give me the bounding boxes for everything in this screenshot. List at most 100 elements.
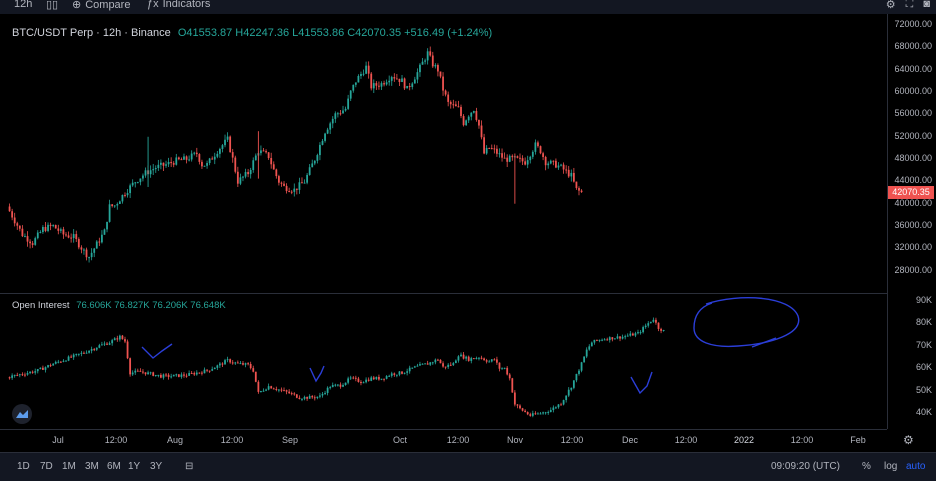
price-candle (254, 155, 257, 161)
oi-candle (154, 374, 157, 376)
annotation-check-3[interactable] (630, 371, 653, 395)
price-candle (508, 155, 511, 162)
oi-candle (59, 361, 62, 363)
oi-candle (567, 389, 570, 396)
range-7d[interactable]: 7D (40, 461, 53, 472)
oi-candle (557, 404, 560, 408)
oi-candle (639, 332, 642, 334)
log-toggle[interactable]: log (884, 461, 898, 472)
oi-candle (39, 367, 42, 370)
price-candle (229, 136, 232, 153)
range-6m[interactable]: 6M (107, 461, 121, 472)
price-candle (67, 235, 70, 238)
range-1m[interactable]: 1M (62, 461, 76, 472)
price-candle (352, 84, 355, 91)
compare-button[interactable]: ⊕ Compare (72, 0, 131, 11)
oi-candle (390, 373, 393, 376)
oi-candle (555, 407, 557, 409)
price-candle (111, 204, 114, 206)
oi-candle (470, 358, 473, 361)
oi-candle (649, 321, 652, 324)
oi-candle (370, 377, 373, 381)
fullscreen-icon[interactable]: ⛶ (905, 0, 914, 10)
price-candle (62, 229, 65, 235)
price-candle (472, 111, 475, 113)
oi-candle (218, 363, 221, 366)
price-candle (542, 153, 544, 157)
range-1y[interactable]: 1Y (128, 461, 141, 472)
price-candle (539, 146, 542, 154)
annotation-ellipse[interactable] (693, 296, 800, 348)
price-candle (129, 185, 132, 194)
oi-title[interactable]: Open Interest (12, 300, 70, 311)
oi-candle (475, 357, 478, 359)
price-axis[interactable]: 72000.00 68000.00 64000.00 60000.00 56000.00… (888, 14, 936, 429)
range-1d[interactable]: 1D (17, 461, 30, 472)
price-candle (560, 164, 562, 166)
symbol-title[interactable]: BTC/USDT Perp · 12h · Binance (12, 27, 171, 39)
tradingview-logo[interactable] (12, 404, 32, 424)
oi-candle (608, 337, 611, 341)
price-candle (336, 113, 339, 115)
price-candle (93, 248, 96, 253)
annotation-check-1[interactable] (141, 343, 173, 359)
oi-candle (549, 410, 552, 413)
price-candle (575, 181, 578, 189)
price-candle (380, 83, 383, 87)
oi-candle (306, 396, 309, 399)
price-candle (165, 164, 167, 166)
time-tick-label: Nov (506, 435, 524, 445)
camera-icon[interactable]: ◙ (923, 0, 930, 10)
price-candle (406, 85, 409, 89)
oi-candle (578, 370, 580, 374)
oi-candle (203, 369, 206, 374)
oi-candle (449, 364, 452, 366)
oi-candle (11, 375, 14, 378)
pane-divider[interactable] (0, 293, 887, 294)
price-candle (580, 190, 583, 193)
price-candle (293, 188, 296, 192)
interval-button[interactable]: 12h (14, 0, 33, 10)
auto-toggle[interactable]: auto (906, 461, 926, 472)
indicators-button[interactable]: ƒx Indicators (147, 0, 211, 10)
oi-candle (326, 387, 329, 393)
price-candle (201, 161, 203, 167)
oi-candle (375, 376, 378, 380)
top-toolbar: 12h ▯▯ ⊕ Compare ƒx Indicators ⚙ ⛶ ◙ (0, 0, 936, 14)
range-3m[interactable]: 3M (85, 461, 99, 472)
annotation-check-2[interactable] (309, 365, 325, 383)
price-candle (80, 247, 83, 250)
price-candle (537, 142, 539, 147)
price-candle (18, 225, 21, 229)
price-candle (475, 111, 478, 120)
oi-candle (183, 374, 185, 376)
range-3y[interactable]: 3Y (150, 461, 163, 472)
oi-candle (249, 363, 252, 369)
oi-candle (80, 352, 83, 354)
price-candle (42, 227, 44, 233)
price-candle (529, 156, 532, 161)
price-candle (426, 51, 429, 61)
price-tick-label: 44000.00 (894, 175, 932, 186)
candles-icon[interactable]: ▯▯ (46, 0, 59, 11)
oi-candle (234, 362, 237, 364)
settings-icon[interactable]: ⚙ (885, 0, 896, 11)
oi-candle (490, 359, 493, 362)
price-candle (295, 188, 298, 190)
oi-candle (552, 407, 555, 411)
price-candle (160, 162, 162, 165)
oi-candle (172, 374, 175, 377)
axis-settings-icon[interactable]: ⚙ (903, 433, 914, 447)
price-candle (177, 157, 180, 160)
price-tick-label: 36000.00 (894, 220, 932, 231)
price-candle (70, 237, 73, 239)
oi-candle (657, 322, 660, 329)
clock-time[interactable]: 09:09:20 (UTC) (771, 461, 840, 472)
price-candle (298, 182, 301, 190)
price-candle (506, 157, 509, 162)
annotation-tail[interactable] (751, 337, 777, 348)
date-range-icon[interactable]: ⊟ (185, 461, 194, 472)
percent-toggle[interactable]: % (862, 461, 871, 472)
time-axis[interactable]: Jul 12:00 Aug 12:00 Sep Oct 12:00 Nov 12:00 Dec 12… (0, 429, 887, 450)
